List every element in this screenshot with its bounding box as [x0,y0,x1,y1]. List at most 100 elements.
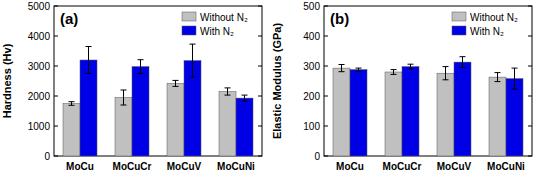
y-tick-right [528,96,532,97]
error-cap [173,80,179,81]
error-cap [86,46,92,47]
error-cap [460,67,466,68]
y-tick-right [528,126,532,127]
error-line [140,60,141,74]
y-tick-label: 400 [303,31,320,42]
error-line [514,68,515,89]
error-cap [356,68,362,69]
y-axis-label: Hardness (Hv) [1,43,13,118]
error-bar [460,57,466,68]
y-tick-label: 300 [303,61,320,72]
panel: 010002000300040005000Hardness (Hv)MoCuMo… [1,1,262,173]
error-line [341,65,342,72]
error-cap [339,64,345,65]
error-cap [408,69,414,70]
plot-frame [54,6,262,156]
legend-label: Without N₂ [200,12,248,23]
error-line [123,90,124,105]
y-axis-label: Elastic Modulus (GPa) [271,23,283,139]
y-tick-right [258,126,262,127]
error-cap [495,72,501,73]
error-cap [408,64,414,65]
error-bar [356,68,362,71]
y-tick-right [258,66,262,67]
bar [350,70,367,156]
error-cap [173,86,179,87]
error-bar [121,90,127,105]
error-bar [225,88,231,95]
y-tick-right [528,6,532,7]
error-cap [121,90,127,91]
error-cap [339,71,345,72]
error-cap [443,79,449,80]
x-tick-label: MoCuV [437,161,472,172]
error-cap [225,95,231,96]
y-tick-right [528,66,532,67]
error-cap [242,95,248,96]
y-tick [54,96,58,97]
error-cap [138,73,144,74]
y-tick [54,126,58,127]
y-tick-label: 2000 [28,91,51,102]
y-tick [324,96,328,97]
bar [236,98,253,156]
x-tick-label: MoCuCr [113,161,152,172]
y-tick-label: 0 [314,151,320,162]
x-tick-label: MoCuCr [383,161,422,172]
chart-svg: 010002000300040005000Hardness (Hv)MoCuMo… [0,0,535,185]
y-tick-right [258,36,262,37]
bar [132,67,149,156]
error-line [88,47,89,74]
y-tick-label: 0 [44,151,50,162]
error-bar [408,64,414,69]
error-bar [190,44,196,77]
legend-label: With N₂ [470,26,504,37]
bar [333,68,350,156]
y-tick-label: 500 [303,1,320,12]
y-tick [54,36,58,37]
error-bar [443,67,449,80]
error-cap [512,89,518,90]
error-line [445,67,446,80]
error-bar [173,80,179,86]
y-tick-right [258,156,262,157]
plot-frame [324,6,532,156]
error-cap [69,105,75,106]
y-tick-label: 4000 [28,31,51,42]
error-cap [190,77,196,78]
error-line [244,95,245,101]
error-bar [69,102,75,106]
error-bar [495,73,501,82]
y-tick [324,6,328,7]
error-line [175,80,176,86]
bar [489,77,506,156]
error-cap [86,73,92,74]
y-tick [54,66,58,67]
error-cap [242,101,248,102]
error-cap [495,81,501,82]
legend-swatch [452,26,466,35]
legend-swatch [182,26,196,35]
bar [115,98,132,157]
error-line [410,64,411,69]
x-tick-label: MoCu [66,161,94,172]
figure: 010002000300040005000Hardness (Hv)MoCuMo… [0,0,535,185]
y-tick [54,6,58,7]
error-bar [339,65,345,72]
x-tick-label: MoCuNi [217,161,255,172]
error-bar [512,68,518,89]
error-cap [512,68,518,69]
error-cap [225,87,231,88]
legend: Without N₂With N₂ [452,12,518,37]
y-tick [324,126,328,127]
legend: Without N₂With N₂ [182,12,248,37]
error-cap [391,74,397,75]
error-cap [356,71,362,72]
y-tick-label: 5000 [28,1,51,12]
bar [63,104,80,157]
y-tick [54,156,58,157]
bars [63,44,253,156]
bar [437,73,454,156]
y-tick-right [528,36,532,37]
y-tick [324,36,328,37]
